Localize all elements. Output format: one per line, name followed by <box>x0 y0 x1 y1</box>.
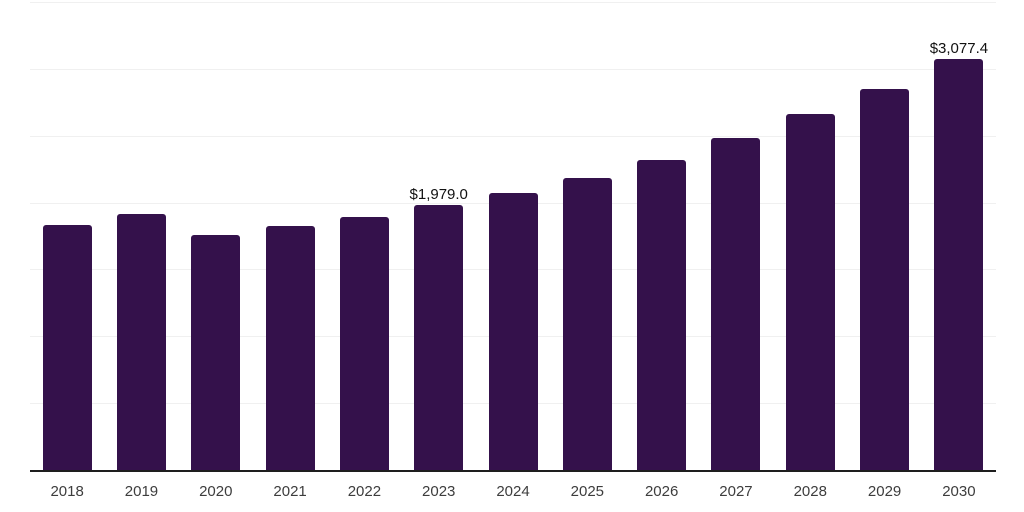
gridline-2500 <box>30 135 996 137</box>
bar-slot-2028 <box>773 2 847 470</box>
bar-slot-2023: $1,979.0 <box>402 2 476 470</box>
bar-slot-2029 <box>847 2 921 470</box>
bar-2021 <box>265 225 315 470</box>
x-tick-label-2022: 2022 <box>347 483 382 500</box>
bar-2022 <box>339 216 389 470</box>
bar-2026 <box>637 159 687 470</box>
x-tick-label-2018: 2018 <box>50 483 84 500</box>
x-axis-labels: 2018 2019 2020 2021 2022 2023 2024 2025 2026 2027… <box>30 483 996 501</box>
bar-2020 <box>191 235 241 470</box>
x-tick-label-2026: 2026 <box>644 483 679 500</box>
bar-slot-2027 <box>699 2 773 470</box>
plot-area: $1,979.0 $3,077.4 <box>30 2 996 472</box>
bar-slot-2030: $3,077.4 <box>922 2 996 470</box>
x-tick-label-2020: 2020 <box>199 483 233 500</box>
bars-row: $1,979.0 $3,077.4 <box>30 2 996 470</box>
bar-2024 <box>488 192 538 470</box>
x-tick-label-2029: 2029 <box>867 483 902 500</box>
x-tick-label-2030: 2030 <box>942 483 976 500</box>
x-tick-label-2028: 2028 <box>793 483 827 500</box>
bar-2019 <box>116 213 166 470</box>
bar-2023 <box>414 205 464 470</box>
x-tick-label-2025: 2025 <box>570 483 605 500</box>
bar-slot-2025 <box>550 2 624 470</box>
bar-slot-2020 <box>179 2 253 470</box>
bar-2029 <box>860 88 910 470</box>
bar-2028 <box>785 113 835 470</box>
x-tick-label-2024: 2024 <box>496 483 530 500</box>
x-tick-label-2021: 2021 <box>273 483 307 500</box>
bar-2030 <box>934 58 984 470</box>
bar-slot-2026 <box>625 2 699 470</box>
value-label-2023: $1,979.0 <box>409 186 468 204</box>
bar-slot-2021 <box>253 2 327 470</box>
x-tick-label-2027: 2027 <box>719 483 753 500</box>
gridline-3500 <box>30 2 996 3</box>
bar-2018 <box>42 225 92 470</box>
bar-slot-2018 <box>30 2 104 470</box>
bar-slot-2024 <box>476 2 550 470</box>
value-label-2030: $3,077.4 <box>929 39 989 57</box>
bar-slot-2022 <box>327 2 401 470</box>
bar-2025 <box>562 177 612 470</box>
bar-slot-2019 <box>104 2 178 470</box>
bar-2027 <box>711 138 761 470</box>
x-tick-label-2023: 2023 <box>422 483 456 500</box>
gridline-3000 <box>30 68 996 70</box>
x-tick-label-2019: 2019 <box>124 483 159 500</box>
